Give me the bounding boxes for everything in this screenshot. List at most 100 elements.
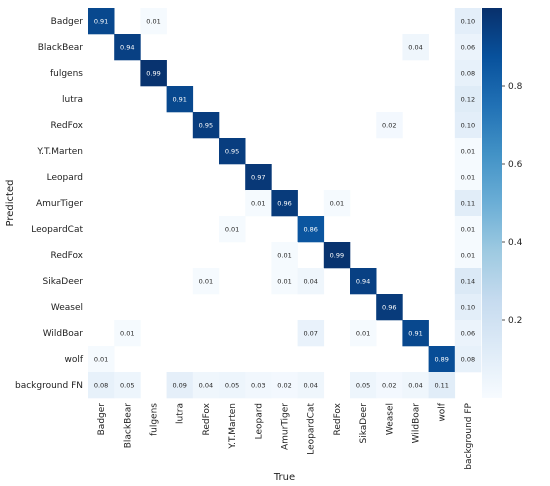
cell-value-label: 0.95: [199, 121, 213, 129]
x-tick-label: BlackBear: [123, 403, 133, 449]
heatmap-cell: [350, 372, 377, 399]
cell-value-label: 0.06: [461, 329, 475, 337]
x-tick-label: Weasel: [385, 403, 395, 435]
heatmap-cell: [454, 34, 482, 61]
y-axis-title: Predicted: [5, 180, 16, 227]
heatmap-cell: [428, 372, 456, 399]
x-tick-label: RedFox: [333, 402, 343, 435]
heatmap-cell: [454, 86, 482, 113]
cell-value-label: 0.99: [146, 69, 160, 77]
cell-value-label: 0.01: [120, 329, 134, 337]
cell-value-label: 0.10: [461, 303, 475, 311]
heatmap-cell: [88, 372, 115, 399]
cell-value-label: 0.91: [94, 17, 108, 25]
cell-value-label: 0.01: [199, 277, 213, 285]
cell-value-label: 0.01: [461, 173, 475, 181]
heatmap-cell: [454, 268, 482, 295]
heatmap-cell: [402, 34, 429, 61]
heatmap-cell: [271, 242, 298, 269]
heatmap-cell: [114, 372, 141, 399]
y-tick-label: Weasel: [51, 303, 83, 313]
cell-value-label: 0.99: [330, 251, 344, 259]
cell-value-label: 0.08: [461, 69, 475, 77]
heatmap-cell: [376, 112, 403, 139]
x-tick-label: LeopardCat: [307, 403, 317, 455]
heatmap-cell: [140, 60, 167, 87]
cell-value-label: 0.97: [251, 173, 265, 181]
heatmap-cell: [454, 346, 482, 373]
heatmap-cell: [297, 320, 325, 347]
colorbar-tick-label: 0.8: [508, 82, 523, 92]
x-tick-label: RedFox: [202, 402, 212, 435]
heatmap-cell: [428, 346, 456, 373]
heatmap-cell: [402, 320, 429, 347]
heatmap-cell-labels: 0.91 0.01 0.10 0.94 0.04 0.06 0.99 0.08 0.91 0.12…: [94, 17, 475, 389]
heatmap-cell: [297, 372, 325, 399]
cell-value-label: 0.01: [461, 147, 475, 155]
cell-value-label: 0.07: [303, 329, 317, 337]
cell-value-label: 0.05: [356, 381, 370, 389]
x-tick-label: lutra: [176, 403, 186, 424]
y-tick-label: WildBoar: [43, 329, 84, 339]
cell-value-label: 0.11: [461, 199, 475, 207]
heatmap-cell: [297, 216, 325, 243]
heatmap-cell: [454, 242, 482, 269]
cell-value-label: 0.01: [146, 17, 160, 25]
heatmap-cell: [376, 372, 403, 399]
heatmap-cell: [271, 190, 298, 217]
heatmap-cell: [245, 164, 272, 191]
x-tick-label: background FP: [464, 402, 474, 469]
cell-value-label: 0.02: [277, 381, 291, 389]
cell-value-label: 0.01: [277, 277, 291, 285]
heatmap-cell: [454, 8, 482, 35]
cell-value-label: 0.86: [303, 225, 317, 233]
y-tick-label: fulgens: [50, 69, 83, 79]
colorbar-tick-label: 0.2: [508, 316, 522, 326]
colorbar-ticks: 0.2 0.4 0.6 0.8: [502, 82, 523, 326]
x-tick-label: Leopard: [254, 403, 264, 439]
cell-value-label: 0.12: [461, 95, 475, 103]
heatmap-cell: [166, 86, 194, 113]
colorbar-tick-label: 0.6: [508, 160, 523, 170]
heatmap-cells: [88, 8, 482, 399]
y-tick-label: RedFox: [50, 251, 83, 261]
y-tick-label: Badger: [51, 17, 84, 27]
cell-value-label: 0.01: [277, 251, 291, 259]
cell-value-label: 0.02: [382, 121, 396, 129]
y-tick-label: RedFox: [50, 121, 83, 131]
heatmap-cell: [402, 372, 429, 399]
heatmap-cell: [114, 320, 141, 347]
cell-value-label: 0.11: [434, 381, 448, 389]
heatmap-cell: [192, 372, 220, 399]
heatmap-cell: [140, 8, 167, 35]
heatmap-cell: [350, 268, 377, 295]
heatmap-cell: [245, 372, 272, 399]
cell-value-label: 0.01: [461, 225, 475, 233]
cell-value-label: 0.94: [120, 43, 134, 51]
heatmap-cell: [454, 190, 482, 217]
cell-value-label: 0.01: [461, 251, 475, 259]
y-tick-label: BlackBear: [38, 43, 84, 53]
cell-value-label: 0.10: [461, 17, 475, 25]
heatmap-cell: [454, 294, 482, 321]
cell-value-label: 0.01: [330, 199, 344, 207]
cell-value-label: 0.91: [408, 329, 422, 337]
y-tick-label: wolf: [64, 355, 83, 365]
x-tick-labels: Badger BlackBear fulgens lutra RedFox Y.T.Mar…: [97, 402, 474, 470]
cell-value-label: 0.08: [94, 381, 108, 389]
heatmap-cell: [454, 320, 482, 347]
heatmap-cell: [454, 60, 482, 87]
cell-value-label: 0.94: [356, 277, 370, 285]
x-tick-label: WildBoar: [412, 403, 422, 444]
cell-value-label: 0.91: [172, 95, 186, 103]
x-tick-label: wolf: [438, 402, 448, 421]
colorbar-tick-label: 0.4: [508, 238, 523, 248]
heatmap-cell: [219, 216, 246, 243]
cell-value-label: 0.01: [251, 199, 265, 207]
heatmap-cell: [454, 112, 482, 139]
heatmap-cell: [271, 268, 298, 295]
cell-value-label: 0.04: [408, 43, 422, 51]
heatmap-cell: [323, 242, 351, 269]
cell-value-label: 0.02: [382, 381, 396, 389]
y-tick-labels: Badger BlackBear fulgens lutra RedFox Y.T.Mar…: [15, 17, 84, 391]
